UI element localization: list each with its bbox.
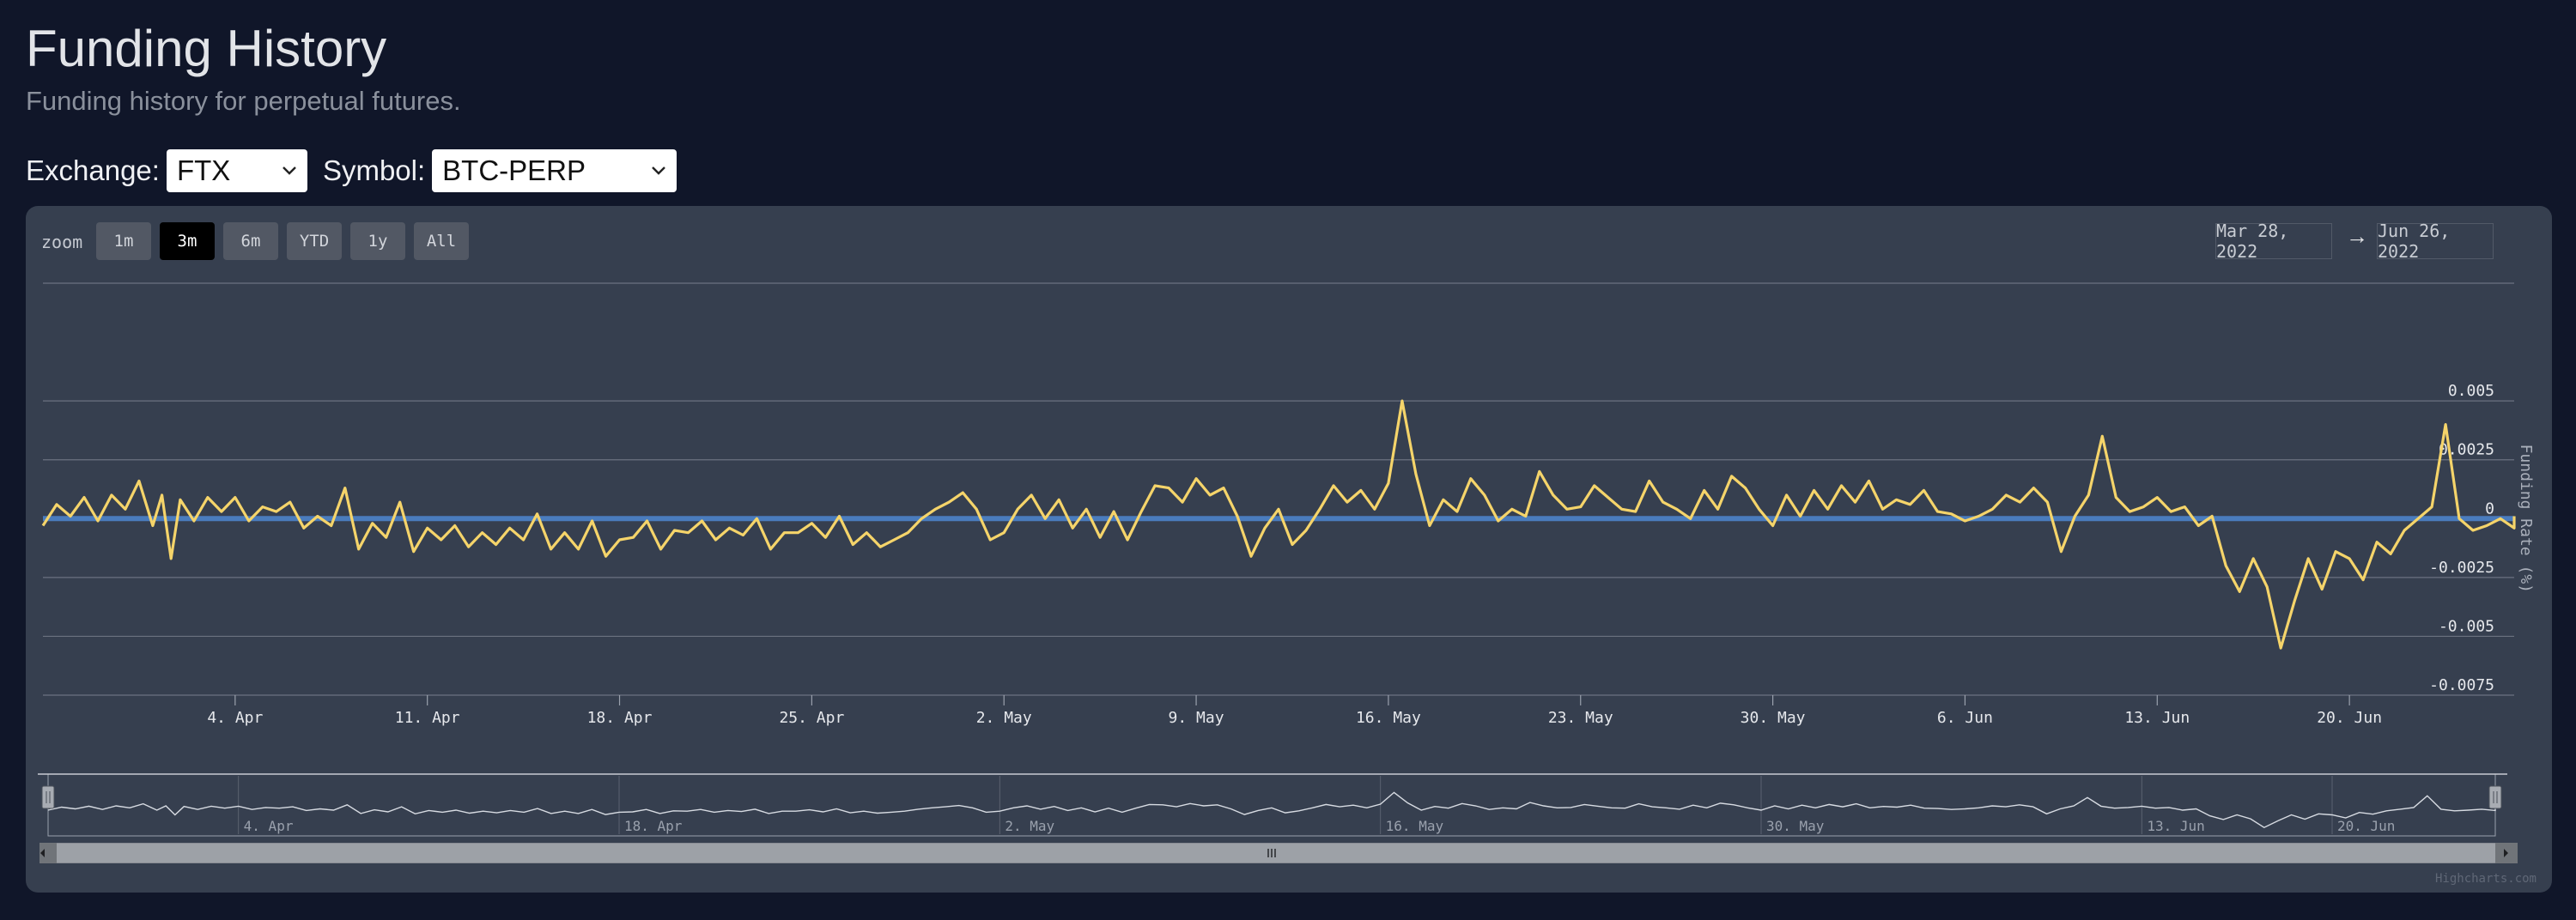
- x-tick-label: 23. May: [1548, 709, 1613, 727]
- symbol-select[interactable]: BTC-PERP: [432, 149, 677, 192]
- filter-bar: Exchange: FTX Symbol: BTC-PERP: [26, 149, 692, 192]
- navigator-tick-label: 30. May: [1766, 818, 1825, 834]
- scrollbar-left-button: [39, 843, 57, 863]
- zoom-6m-button[interactable]: 6m: [223, 222, 278, 260]
- symbol-label: Symbol:: [322, 154, 426, 186]
- x-tick-label: 4. Apr: [207, 709, 263, 727]
- range-from-input[interactable]: Mar 28, 2022: [2215, 221, 2332, 262]
- zoom-3m-button[interactable]: 3m: [160, 222, 215, 260]
- x-tick-label: 25. Apr: [779, 709, 844, 727]
- zoom-1y-button[interactable]: 1y: [350, 222, 405, 260]
- page-title: Funding History: [26, 20, 387, 77]
- x-tick-label: 16. May: [1356, 709, 1421, 727]
- navigator-tick-label: 13. Jun: [2147, 818, 2204, 834]
- y-tick-label: -0.005: [2439, 617, 2494, 635]
- x-tick-label: 2. May: [976, 709, 1032, 727]
- zoom-label: zoom: [41, 232, 83, 252]
- chart-credits[interactable]: Highcharts.com: [2434, 872, 2537, 886]
- exchange-select[interactable]: FTX: [166, 149, 307, 192]
- navigator-tick-label: 4. Apr: [244, 818, 294, 834]
- y-tick-label: 0: [2485, 499, 2494, 518]
- navigator-tick-label: 20. Jun: [2337, 818, 2395, 834]
- y-tick-label: -0.0025: [2429, 559, 2494, 577]
- page-subtitle: Funding history for perpetual futures.: [26, 86, 461, 116]
- exchange-select-value: FTX: [176, 154, 231, 186]
- x-tick-label: 18. Apr: [587, 709, 653, 727]
- navigator-handle: [2488, 785, 2502, 809]
- navigator-frame: [47, 773, 2496, 837]
- x-tick-label: 20. Jun: [2317, 709, 2382, 727]
- y-tick-label: 0.0025: [2439, 441, 2494, 459]
- chevron-down-icon: [280, 161, 299, 180]
- navigator-tick-label: 16. May: [1386, 818, 1444, 834]
- x-tick-label: 11. Apr: [395, 709, 460, 727]
- y-tick-label: 0.005: [2448, 382, 2494, 400]
- navigator-tick-label: 18. Apr: [624, 818, 683, 834]
- arrow-right-icon: →: [2346, 223, 2368, 249]
- navigator-handle: [41, 785, 55, 809]
- x-tick-label: 6. Jun: [1937, 709, 1993, 727]
- navigator-series-line: [47, 791, 2496, 829]
- chevron-down-icon: [649, 161, 668, 180]
- zoom-all-button[interactable]: All: [414, 222, 469, 260]
- x-tick-label: 13. Jun: [2124, 709, 2190, 727]
- zoom-1m-button[interactable]: 1m: [96, 222, 151, 260]
- exchange-label: Exchange:: [26, 154, 160, 186]
- funding-rate-series-line: [41, 399, 2516, 650]
- scroll-left-arrow-icon: [40, 849, 45, 857]
- symbol-select-value: BTC-PERP: [442, 154, 586, 186]
- x-tick-label: 9. May: [1169, 709, 1224, 727]
- scroll-right-arrow-icon: [2504, 849, 2508, 857]
- x-tick-label: 30. May: [1741, 709, 1806, 727]
- navigator-tick-label: 2. May: [1005, 818, 1054, 834]
- y-tick-label: -0.0075: [2429, 676, 2494, 694]
- chart-panel: zoom 1m 3m 6m YTD 1y All Mar 28, 2022 → …: [26, 206, 2552, 893]
- y-axis-title: Funding Rate (%): [2517, 445, 2535, 593]
- funding-rate-chart: 0.005 0.0025 0 -0.0025 -0.005 -0.0075 Funding …: [38, 282, 2535, 863]
- range-to-input[interactable]: Jun 26, 2022: [2377, 221, 2494, 262]
- zoom-ytd-button[interactable]: YTD: [287, 222, 342, 260]
